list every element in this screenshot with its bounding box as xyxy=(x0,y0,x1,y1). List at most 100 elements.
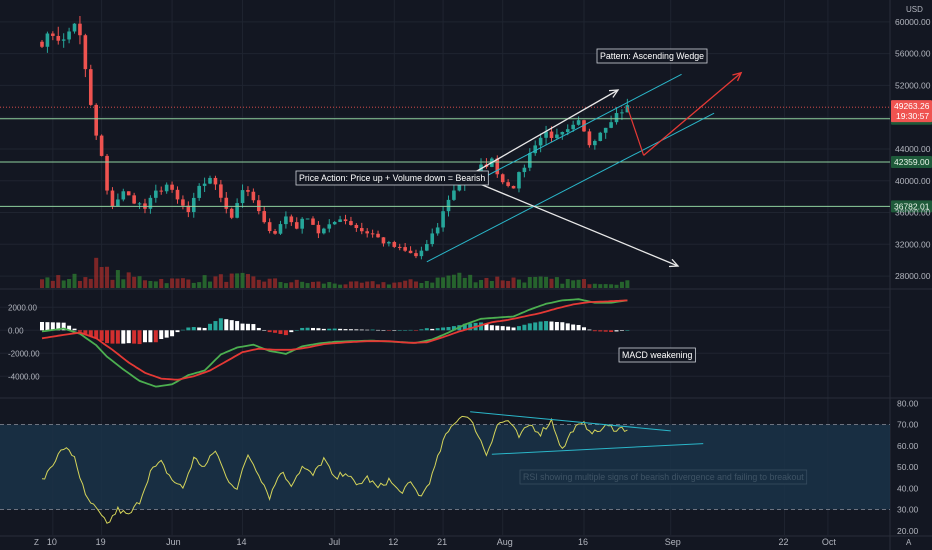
candle xyxy=(500,174,505,183)
macd-histogram-bar xyxy=(441,327,446,331)
candle xyxy=(267,222,272,232)
candle xyxy=(435,227,440,234)
candle xyxy=(598,132,603,141)
time-axis-label: 16 xyxy=(578,537,588,547)
candle xyxy=(620,112,624,114)
wedge-upper-line[interactable] xyxy=(486,73,682,177)
volume-bar xyxy=(289,282,294,288)
candle xyxy=(446,199,451,212)
volume-bar xyxy=(430,282,435,288)
rsi-tick-label: 30.00 xyxy=(897,505,919,515)
time-axis-label: 21 xyxy=(437,537,447,547)
volume-bar xyxy=(446,275,451,288)
candle xyxy=(294,222,299,229)
candle xyxy=(289,216,294,223)
projection-arrow[interactable] xyxy=(643,72,742,156)
time-axis-label: Jul xyxy=(329,537,341,547)
volume-bar xyxy=(376,284,381,288)
volume-bar xyxy=(354,281,359,288)
candle xyxy=(316,224,321,234)
macd-histogram-bar xyxy=(338,328,343,331)
volume-bar xyxy=(40,279,44,288)
volume-bar xyxy=(251,276,256,288)
candle xyxy=(208,177,212,184)
macd-histogram-bar xyxy=(598,330,603,332)
volume-bar xyxy=(67,278,72,288)
macd-histogram-bar xyxy=(72,328,77,331)
time-axis-label: 14 xyxy=(237,537,247,547)
macd-histogram-bar xyxy=(386,330,391,331)
candle xyxy=(45,33,50,47)
macd-histogram-bar xyxy=(175,330,180,333)
macd-histogram-bar xyxy=(94,330,99,339)
volume-up-arrow[interactable] xyxy=(469,89,619,176)
volume-bar xyxy=(527,277,532,288)
volume-bar xyxy=(479,279,484,288)
macd-histogram-bar xyxy=(294,330,299,331)
macd-signal-line xyxy=(41,299,628,381)
volume-bar xyxy=(50,280,55,288)
macd-line xyxy=(41,298,628,388)
volume-bar xyxy=(142,280,147,288)
volume-bar xyxy=(338,284,343,288)
macd-histogram-bar xyxy=(170,330,175,337)
candle xyxy=(576,120,581,125)
volume-up-arrow-head xyxy=(608,89,620,98)
volume-bar xyxy=(164,283,169,288)
candle xyxy=(186,205,191,213)
macd-tick-label: 0.00 xyxy=(8,326,24,335)
volume-bar xyxy=(105,266,110,288)
projection-line[interactable] xyxy=(626,106,645,156)
volume-bar xyxy=(549,278,554,288)
price-tick-label: 56000.00 xyxy=(895,49,931,59)
volume-bar xyxy=(321,283,326,288)
candle xyxy=(549,131,554,138)
macd-histogram-bar xyxy=(533,322,538,331)
volume-bar xyxy=(229,273,234,288)
volume-bar xyxy=(473,282,478,288)
volume-bar xyxy=(305,283,310,288)
price-action-annotation: Price Action: Price up + Volume down = B… xyxy=(299,173,485,183)
macd-histogram-bar xyxy=(332,328,337,331)
projection-arrow-head xyxy=(732,71,743,82)
macd-histogram-bar xyxy=(126,330,131,344)
rsi-divergence-upper[interactable] xyxy=(470,411,671,432)
macd-histogram-bar xyxy=(110,330,115,344)
volume-bar xyxy=(598,284,603,288)
candle xyxy=(419,250,424,257)
candle xyxy=(322,228,326,234)
macd-histogram-bar xyxy=(327,328,332,331)
macd-histogram-bar xyxy=(544,321,549,331)
macd-histogram-bar xyxy=(311,327,315,331)
volume-bar xyxy=(538,276,543,288)
macd-tick-label: -4000.00 xyxy=(8,372,40,381)
candle xyxy=(408,250,413,254)
macd-histogram-bar xyxy=(218,318,223,331)
macd-histogram-bar xyxy=(240,323,245,331)
candle xyxy=(240,190,245,204)
macd-histogram-bar xyxy=(413,330,418,331)
volume-bar xyxy=(61,280,66,288)
candle xyxy=(614,113,619,123)
candle xyxy=(78,23,82,36)
macd-histogram-bar xyxy=(403,330,408,331)
time-axis-label: Jun xyxy=(166,537,181,547)
volume-down-arrow[interactable] xyxy=(479,183,679,267)
macd-histogram-bar xyxy=(45,322,50,331)
time-axis-label: 12 xyxy=(388,537,398,547)
time-axis-label: Oct xyxy=(822,537,837,547)
volume-bar xyxy=(408,279,413,288)
macd-histogram-bar xyxy=(289,330,294,333)
wedge-lower-line[interactable] xyxy=(426,112,715,263)
rsi-divergence-lower[interactable] xyxy=(491,443,704,455)
price-tick-label: 36000.00 xyxy=(895,208,931,218)
candle xyxy=(495,158,500,175)
volume-bar xyxy=(88,278,93,288)
macd-histogram-bar xyxy=(462,323,467,331)
volume-bar xyxy=(582,279,586,288)
macd-histogram-bar xyxy=(300,327,305,331)
candle xyxy=(213,177,218,185)
volume-bar xyxy=(202,275,207,288)
